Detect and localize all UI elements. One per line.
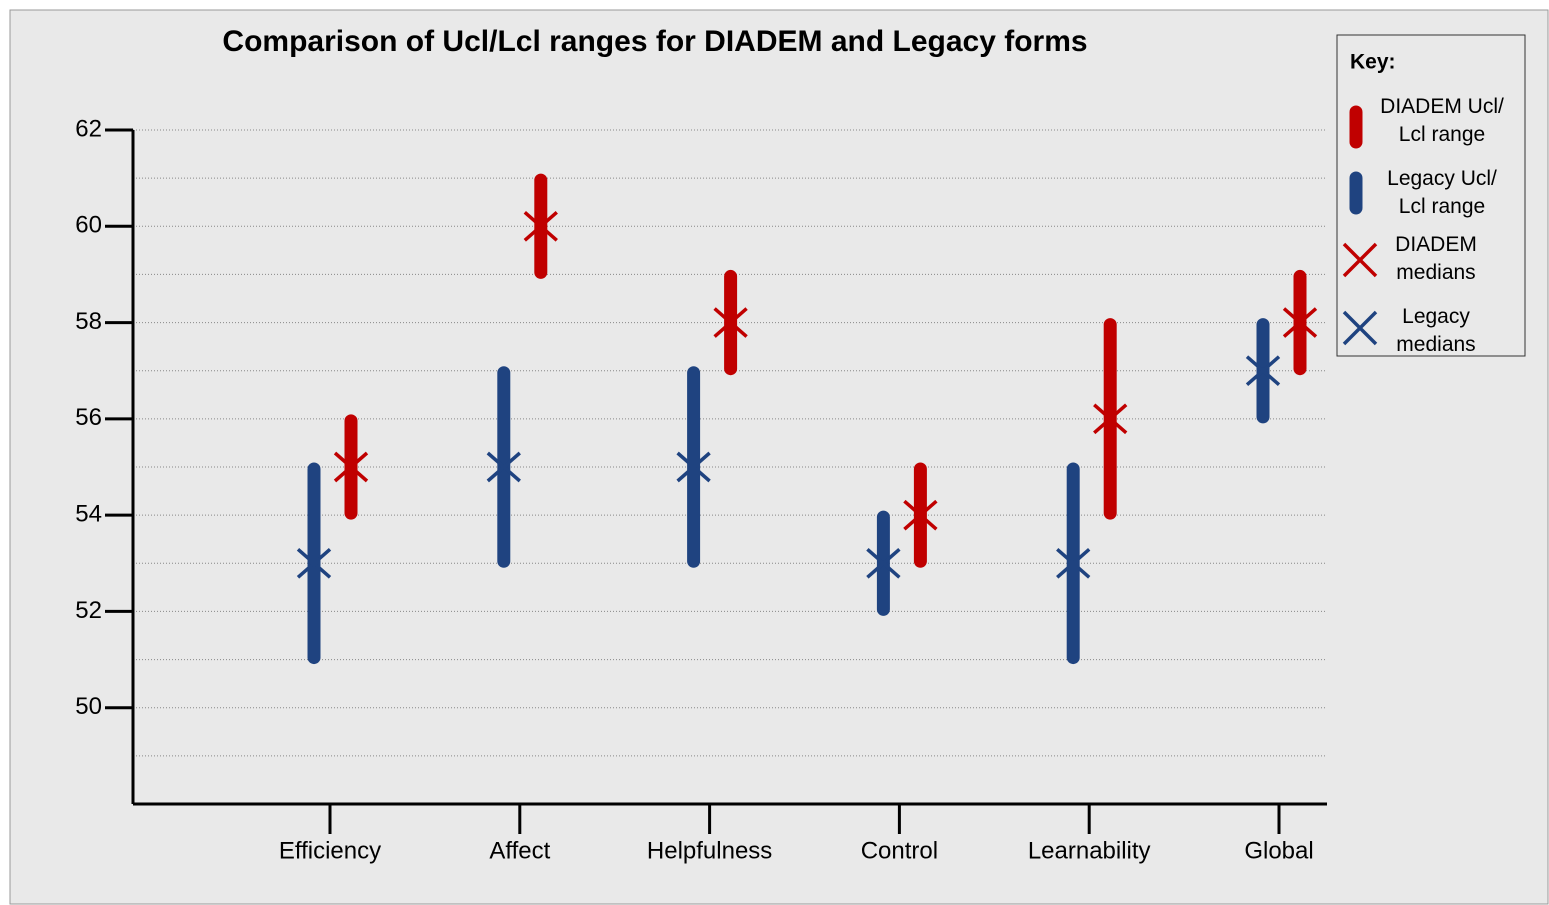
y-tick-label: 56	[75, 404, 102, 431]
y-tick-label: 52	[75, 597, 102, 624]
legend-label: DIADEM Ucl/Lcl range	[1380, 95, 1504, 146]
x-tick-label: Learnability	[1028, 837, 1151, 864]
x-tick-label: Global	[1244, 837, 1313, 864]
legend-box	[1336, 34, 1526, 357]
median-marker	[866, 547, 901, 579]
x-tick-label: Efficiency	[279, 837, 381, 864]
x-tick-label: Affect	[489, 837, 550, 864]
median-marker	[676, 451, 711, 483]
legend-label: Legacy medians	[1396, 305, 1475, 356]
y-tick-label: 60	[75, 212, 102, 239]
chart-title: Comparison of Ucl/Lcl ranges for DIADEM …	[222, 25, 1087, 58]
y-tick-label: 54	[75, 500, 102, 527]
chart-background	[9, 9, 1549, 905]
x-tick-label: Control	[861, 837, 938, 864]
median-marker	[486, 451, 521, 483]
median-marker	[333, 451, 369, 483]
median-marker	[1282, 307, 1318, 338]
median-marker	[1245, 355, 1281, 387]
median-marker	[903, 499, 938, 531]
y-tick-label: 58	[75, 308, 102, 335]
median-marker	[1093, 403, 1128, 435]
median-marker	[523, 210, 558, 242]
legend-swatch	[1342, 310, 1378, 346]
legend-label: Legacy Ucl/Lcl range	[1387, 167, 1497, 218]
median-marker	[296, 547, 332, 579]
median-marker	[713, 307, 748, 338]
y-tick-label: 62	[75, 115, 102, 142]
x-tick-label: Helpfulness	[647, 837, 772, 864]
y-tick-label: 50	[75, 693, 102, 720]
legend-title: Key:	[1350, 51, 1396, 74]
legend-label: DIADEM medians	[1395, 233, 1477, 284]
median-marker	[1056, 547, 1091, 579]
legend-swatch	[1342, 242, 1378, 278]
